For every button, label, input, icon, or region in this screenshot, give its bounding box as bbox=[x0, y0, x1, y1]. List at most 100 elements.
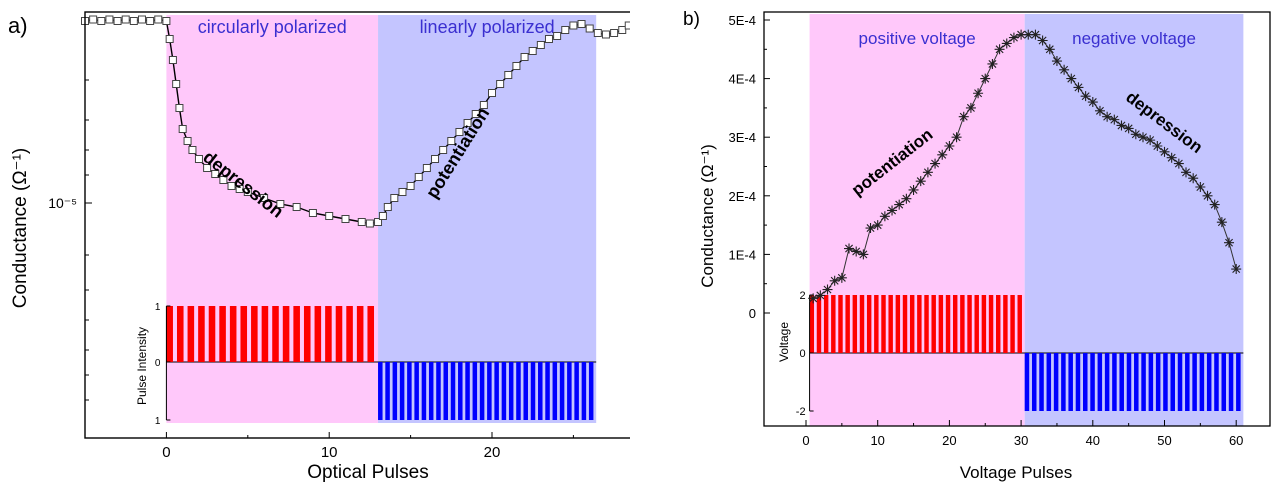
pulse-bar bbox=[1126, 353, 1132, 411]
data-point bbox=[987, 58, 998, 69]
pulse-bar bbox=[581, 362, 587, 420]
pulse-bar bbox=[931, 295, 936, 353]
data-point bbox=[836, 272, 847, 283]
data-point bbox=[308, 209, 317, 217]
data-point bbox=[980, 73, 991, 84]
pulse-bar bbox=[208, 306, 216, 362]
data-point bbox=[439, 146, 448, 154]
data-point bbox=[292, 203, 301, 211]
pulse-bar bbox=[472, 362, 478, 420]
data-point bbox=[1152, 140, 1163, 151]
pulse-bar bbox=[981, 295, 987, 353]
data-point bbox=[1030, 29, 1041, 40]
pulse-bar bbox=[996, 295, 1001, 353]
pulse-bar bbox=[1214, 353, 1219, 411]
data-point bbox=[624, 21, 630, 30]
data-point bbox=[901, 193, 912, 204]
data-point bbox=[887, 205, 898, 216]
data-point bbox=[471, 110, 480, 118]
panel-label-b: b) bbox=[683, 9, 700, 30]
data-point bbox=[496, 80, 505, 88]
data-point bbox=[585, 24, 594, 33]
pulse-bar bbox=[229, 306, 237, 362]
data-point bbox=[553, 32, 562, 40]
data-point bbox=[1137, 132, 1148, 143]
data-point bbox=[815, 290, 826, 301]
pulse-bar bbox=[816, 295, 822, 353]
data-point bbox=[1224, 237, 1235, 248]
data-point bbox=[958, 111, 969, 122]
pulse-bar bbox=[1075, 353, 1081, 411]
pulse-bar bbox=[838, 295, 843, 353]
pulse-bar bbox=[436, 362, 441, 420]
data-point bbox=[937, 149, 948, 160]
data-point bbox=[1044, 44, 1055, 55]
data-point bbox=[569, 21, 578, 30]
data-point bbox=[154, 15, 163, 24]
data-point bbox=[520, 53, 529, 61]
pulse-bar bbox=[831, 295, 836, 353]
pulse-bar bbox=[1163, 353, 1168, 411]
pulse-bar bbox=[902, 295, 908, 353]
pulse-bar bbox=[272, 306, 279, 362]
data-point bbox=[219, 176, 228, 184]
pulse-bar bbox=[282, 306, 290, 362]
pulse-bar bbox=[1010, 295, 1015, 353]
x-tick-label: 10 bbox=[321, 444, 338, 461]
pulse-bar bbox=[1206, 353, 1212, 411]
data-point bbox=[89, 15, 98, 24]
pulse-bar bbox=[335, 306, 343, 362]
pulse-bar bbox=[523, 362, 528, 420]
pulse-bar bbox=[385, 362, 390, 420]
data-point bbox=[1159, 146, 1170, 157]
data-point bbox=[383, 203, 392, 211]
data-point bbox=[1202, 190, 1213, 201]
data-point bbox=[1166, 152, 1177, 163]
pulse-bar bbox=[809, 295, 815, 353]
data-point bbox=[512, 62, 521, 70]
x-tick-label: 50 bbox=[1157, 433, 1171, 448]
y-tick-label: 4E-4 bbox=[729, 72, 756, 87]
region-label-1: linearly polarized bbox=[420, 17, 555, 37]
data-point bbox=[894, 199, 905, 210]
data-point bbox=[973, 88, 984, 99]
pulse-bar bbox=[909, 295, 915, 353]
plot-frame-a bbox=[84, 11, 630, 439]
data-point bbox=[1080, 91, 1091, 102]
data-point bbox=[601, 30, 610, 39]
data-point bbox=[1173, 158, 1184, 169]
x-tick-label: 20 bbox=[484, 444, 501, 461]
data-point bbox=[1059, 64, 1070, 75]
plot-frame-b bbox=[763, 11, 1271, 427]
data-point bbox=[618, 26, 627, 34]
data-point bbox=[194, 155, 203, 163]
data-point bbox=[930, 158, 941, 169]
pulse-bar bbox=[1003, 295, 1008, 353]
data-point bbox=[994, 44, 1005, 55]
y-axis-label: Conductance (Ω⁻¹) bbox=[10, 148, 31, 308]
data-point bbox=[357, 218, 366, 226]
pulse-bar bbox=[1046, 353, 1052, 411]
pulse-bar bbox=[938, 295, 944, 353]
pulse-bar bbox=[1017, 295, 1022, 353]
data-point bbox=[463, 119, 472, 127]
data-point bbox=[455, 128, 464, 136]
data-point bbox=[610, 29, 619, 37]
pulse-bar bbox=[421, 362, 427, 420]
pulse-bar bbox=[367, 306, 375, 362]
pulse-bar bbox=[1061, 353, 1066, 411]
pulse-bar bbox=[559, 362, 565, 420]
pulse-bar bbox=[1221, 353, 1227, 411]
data-point bbox=[146, 17, 155, 25]
pulse-bar bbox=[974, 295, 979, 353]
pulse-bar bbox=[1199, 353, 1205, 411]
data-point bbox=[879, 211, 890, 222]
pulse-bar bbox=[392, 362, 398, 420]
pulse-bar bbox=[378, 362, 383, 420]
data-point bbox=[536, 41, 545, 49]
x-tick-label: 0 bbox=[802, 433, 809, 448]
pulse-bar bbox=[1097, 353, 1103, 411]
pulse-bar bbox=[443, 362, 448, 420]
pulse-bar bbox=[1192, 353, 1197, 411]
pulse-bar bbox=[866, 295, 872, 353]
